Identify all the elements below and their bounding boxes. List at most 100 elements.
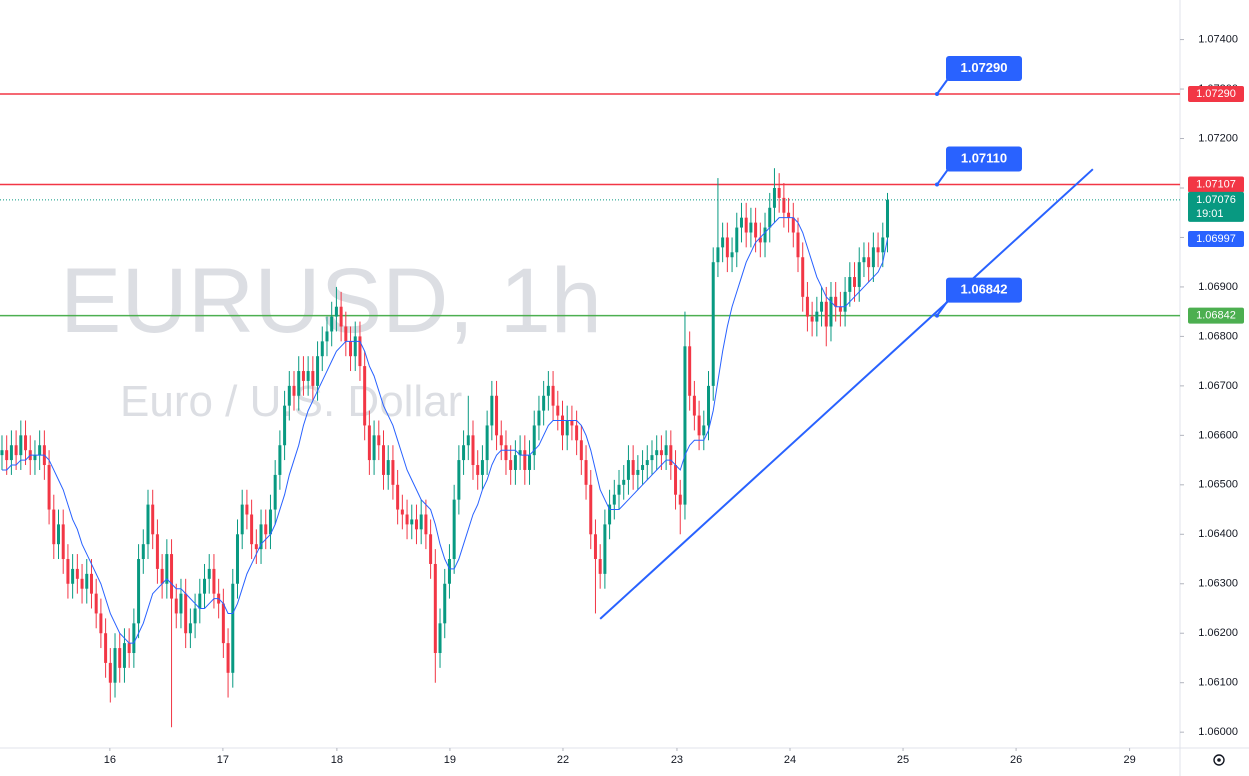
candle-body	[151, 504, 155, 535]
candle-body	[358, 336, 362, 367]
candle-body	[608, 504, 612, 525]
candle-body	[744, 217, 748, 233]
candle-body	[707, 385, 711, 426]
candle-body	[622, 479, 626, 485]
candle-body	[52, 509, 56, 545]
candle-body	[38, 445, 42, 456]
y-tick-label: 1.06800	[1198, 330, 1238, 342]
candle-body	[853, 277, 857, 287]
candle-body	[14, 445, 18, 456]
candle-body	[353, 336, 357, 357]
candle-body	[485, 425, 489, 461]
callout-label: 1.07290	[961, 60, 1008, 75]
candle-body	[791, 217, 795, 233]
candle-body	[278, 445, 282, 475]
candle-body	[664, 445, 668, 456]
candle-body	[184, 593, 188, 634]
candle-body	[377, 435, 381, 446]
last-price-label-box	[1188, 191, 1244, 222]
candle-body	[787, 212, 791, 218]
candle-body	[876, 247, 880, 253]
candle-body	[589, 484, 593, 535]
candle-body	[429, 534, 433, 564]
candle-body	[212, 568, 216, 594]
y-tick-label: 1.06600	[1198, 429, 1238, 441]
candle-body	[349, 341, 353, 357]
callout-box	[946, 277, 1022, 303]
candle-body	[99, 613, 103, 634]
y-tick-label: 1.06900	[1198, 281, 1238, 293]
candle-body	[805, 296, 809, 317]
candle-body	[518, 450, 522, 456]
moving-average	[1, 217, 888, 644]
candle-body	[603, 524, 607, 574]
candle-body	[721, 237, 725, 248]
candle-body	[532, 425, 536, 456]
candle-body	[725, 237, 729, 258]
candle-body	[419, 514, 423, 530]
candle-body	[669, 445, 673, 466]
candle-body	[678, 494, 682, 505]
candle-body	[885, 199, 889, 238]
candle-body	[490, 395, 494, 426]
candle-body	[424, 514, 428, 535]
candle-body	[193, 608, 197, 624]
candle-body	[739, 217, 743, 228]
y-tick-label: 1.07200	[1198, 132, 1238, 144]
level-price-label-box	[1188, 176, 1244, 193]
candle-body	[636, 469, 640, 475]
candle-body	[306, 371, 310, 381]
candle-body	[292, 385, 296, 396]
candle-body	[391, 460, 395, 485]
candle-body	[546, 385, 550, 396]
candle-body	[504, 445, 508, 461]
candle-body	[692, 395, 696, 416]
candle-body	[862, 257, 866, 263]
candle-body	[89, 573, 93, 594]
candle-body	[301, 371, 305, 381]
candle-body	[824, 301, 828, 327]
y-tick-label: 1.06000	[1198, 726, 1238, 738]
candle-body	[697, 415, 701, 436]
candle-body	[815, 311, 819, 322]
level-price-label: 1.07107	[1196, 178, 1236, 190]
candle-body	[457, 460, 461, 500]
y-tick-label: 1.06100	[1198, 677, 1238, 689]
settings-icon-center[interactable]	[1217, 758, 1221, 762]
candle-body	[579, 440, 583, 461]
settings-icon[interactable]	[1213, 754, 1225, 766]
candle-body	[466, 435, 470, 446]
candle-body	[838, 306, 842, 312]
candle-body	[414, 519, 418, 530]
countdown: 19:01	[1196, 208, 1224, 220]
candle-body	[334, 306, 338, 317]
x-tick-label: 17	[217, 754, 229, 766]
candle-body	[471, 435, 475, 466]
candle-body	[528, 455, 532, 470]
candle-body	[433, 563, 437, 654]
candle-body	[179, 593, 183, 614]
level-price-label: 1.07290	[1196, 88, 1236, 100]
candle-body	[509, 460, 513, 470]
candle-body	[47, 465, 51, 510]
candle-body	[61, 524, 65, 560]
settings-button[interactable]	[1213, 754, 1225, 766]
candle-body	[75, 568, 79, 579]
candle-body	[367, 425, 371, 461]
candle-body	[702, 425, 706, 436]
last-price-label: 1.07076	[1196, 194, 1236, 206]
callout-anchor	[935, 182, 939, 187]
callout-anchor	[935, 313, 939, 318]
candle-body	[94, 593, 98, 614]
candle-body	[542, 395, 546, 411]
candle-body	[626, 460, 630, 480]
candle-body	[160, 568, 164, 584]
x-tick-label: 29	[1123, 754, 1135, 766]
candle-body	[400, 509, 404, 515]
candle-body	[344, 326, 348, 342]
candle-body	[659, 450, 663, 456]
y-tick-label: 1.06700	[1198, 380, 1238, 392]
candle-body	[763, 227, 767, 243]
candle-body	[330, 316, 334, 332]
